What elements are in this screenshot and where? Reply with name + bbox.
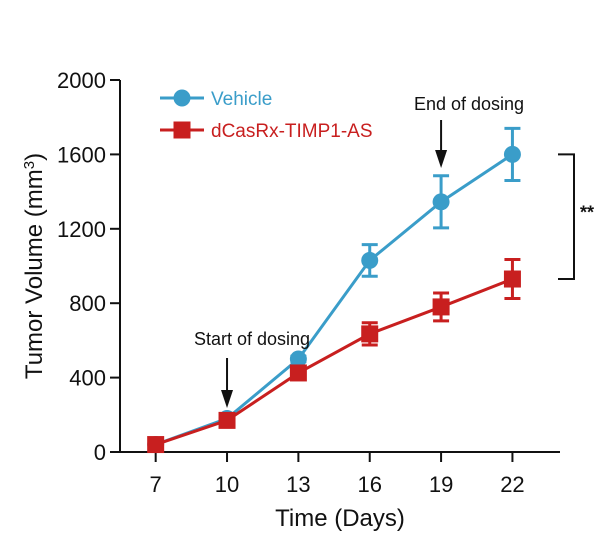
x-tick-label: 13 [286,472,310,497]
axes: 0 400 800 1200 1600 2000 7 10 13 16 19 22 Time (Days… [21,68,560,532]
end-arrow-head [435,150,448,168]
x-tick-label: 19 [429,472,453,497]
legend-marker [173,89,191,107]
y-tick-label: 0 [94,440,106,465]
y-axis-title: Tumor Volume (mm3) [21,153,49,379]
x-tick-label: 16 [357,472,381,497]
data-point [289,350,307,368]
y-tick-label: 1600 [57,142,106,167]
start-of-dosing-label: Start of dosing [194,329,310,349]
legend-marker [173,121,191,139]
series-layer [147,126,521,454]
data-point [503,270,521,288]
significance-label: ** [580,203,594,223]
y-axis-title-close: ) [21,153,48,161]
series-line [155,277,513,446]
end-of-dosing-label: End of dosing [414,94,524,114]
y-axis-title-main: Tumor Volume (mm [21,169,48,379]
data-point [289,364,307,382]
x-tick-label: 22 [500,472,524,497]
series-vehicle [147,126,521,454]
data-point [218,411,236,429]
data-point [361,251,379,269]
legend-label: dCasRx-TIMP1-AS [211,121,373,142]
significance-bracket [558,153,575,281]
y-tick-label: 400 [69,366,106,391]
y-tick-label: 2000 [57,68,106,93]
series-dcasrx-timp1-as [147,257,521,454]
data-point [432,193,450,211]
legend-label: Vehicle [211,89,272,110]
legend: Vehicle dCasRx-TIMP1-AS [160,89,373,142]
y-tick-label: 800 [69,291,106,316]
annotations: Start of dosing End of dosing ** [194,94,594,408]
x-axis-title: Time (Days) [275,505,405,532]
y-tick-label: 1200 [57,217,106,242]
y-axis-title-unit-sup: 3 [21,161,38,169]
x-tick-label: 7 [150,472,162,497]
data-point [432,298,450,316]
data-point [503,145,521,163]
data-point [361,325,379,343]
data-point [147,436,165,454]
start-arrow-head [221,390,234,408]
x-tick-label: 10 [215,472,239,497]
